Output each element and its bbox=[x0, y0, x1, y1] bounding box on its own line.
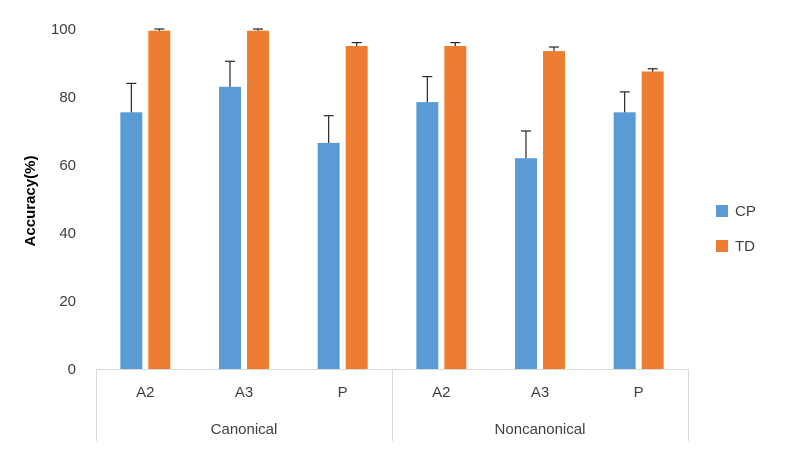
x-tick-label: P bbox=[338, 384, 348, 401]
x-tick-label: A2 bbox=[136, 384, 154, 401]
error-bar bbox=[351, 41, 362, 46]
bar-cp bbox=[613, 112, 636, 370]
bar-cp bbox=[416, 102, 439, 369]
y-tick-label: 40 bbox=[59, 225, 76, 242]
bar-cp bbox=[219, 86, 241, 370]
bar-td bbox=[247, 30, 269, 369]
bar-cp bbox=[515, 158, 537, 369]
bar-td bbox=[543, 51, 565, 369]
x-axis: A2 A3 P A2 A3 P Canonical Noncanonical bbox=[96, 369, 689, 441]
error-bar bbox=[450, 41, 461, 46]
legend-label-td: TD bbox=[735, 238, 755, 255]
legend-swatch-td bbox=[716, 240, 728, 252]
error-bar bbox=[422, 75, 433, 103]
y-axis-label: Accuracy(%) bbox=[22, 156, 39, 247]
legend-swatch-cp bbox=[716, 205, 728, 217]
error-bars bbox=[126, 28, 658, 159]
error-bar bbox=[521, 130, 531, 159]
error-bar bbox=[549, 46, 559, 52]
x-tick-label: P bbox=[634, 384, 644, 401]
y-tick-label: 80 bbox=[59, 89, 76, 106]
legend: CP TD bbox=[716, 203, 756, 255]
error-bar bbox=[225, 60, 235, 87]
error-bar bbox=[126, 82, 137, 113]
error-bar bbox=[154, 28, 165, 31]
bar-td bbox=[148, 30, 171, 369]
x-group-label: Canonical bbox=[211, 421, 278, 438]
error-bar bbox=[323, 115, 334, 143]
error-bar bbox=[619, 91, 630, 113]
bars bbox=[120, 30, 664, 370]
x-tick-label: A3 bbox=[531, 384, 549, 401]
bar-td bbox=[641, 71, 664, 369]
y-tick-label: 0 bbox=[68, 361, 76, 378]
x-group-label: Noncanonical bbox=[495, 421, 586, 438]
legend-label-cp: CP bbox=[735, 203, 756, 220]
y-tick-label: 20 bbox=[59, 293, 76, 310]
x-tick-label: A2 bbox=[432, 384, 450, 401]
bar-td bbox=[345, 46, 368, 369]
y-tick-label: 100 bbox=[51, 21, 76, 38]
error-bar bbox=[253, 28, 263, 31]
bar-cp bbox=[317, 142, 340, 369]
bar-td bbox=[444, 46, 467, 369]
y-axis-ticks: 0 20 40 60 80 100 bbox=[51, 21, 76, 378]
bar-cp bbox=[120, 112, 143, 370]
y-tick-label: 60 bbox=[59, 157, 76, 174]
error-bar bbox=[647, 68, 658, 72]
x-tick-label: A3 bbox=[235, 384, 253, 401]
